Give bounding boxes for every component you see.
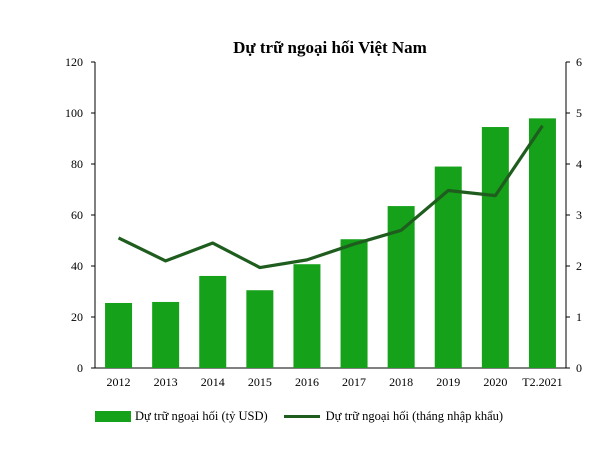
bar-2017 bbox=[340, 239, 368, 368]
x-axis-ticks: 2012 2013 2014 2015 2016 2017 2018 2019 2020 T2.2… bbox=[107, 375, 563, 389]
right-tick-label: 2 bbox=[576, 259, 582, 273]
legend-item-reserves-months: Dự trữ ngoại hối (tháng nhập khẩu) bbox=[283, 409, 504, 424]
left-tick-label: 100 bbox=[65, 106, 83, 120]
right-tick-label: 0 bbox=[576, 361, 582, 375]
bar-series bbox=[105, 118, 556, 369]
legend: Dự trữ ngoại hối (tỷ USD) Dự trữ ngoại h… bbox=[95, 409, 595, 424]
left-tick-label: 0 bbox=[77, 361, 83, 375]
chart-title: Dự trữ ngoại hối Việt Nam bbox=[233, 38, 427, 57]
x-tick-label: 2012 bbox=[107, 375, 131, 389]
line-series bbox=[117, 124, 544, 270]
bar-2016 bbox=[293, 264, 321, 368]
bar-2020 bbox=[481, 127, 509, 369]
x-tick-label: 2015 bbox=[248, 375, 272, 389]
left-tick-label: 80 bbox=[71, 157, 83, 171]
x-tick-label: 2020 bbox=[483, 375, 507, 389]
x-tick-label: 2013 bbox=[154, 375, 178, 389]
x-tick-label: 2017 bbox=[342, 375, 366, 389]
bar-T2.2021 bbox=[528, 118, 556, 368]
right-tick-label: 5 bbox=[576, 106, 582, 120]
right-tick-label: 1 bbox=[576, 310, 582, 324]
right-axis-ticks: 0 1 2 3 4 5 6 bbox=[566, 55, 582, 375]
right-tick-label: 6 bbox=[576, 55, 582, 69]
legend-label-reserves-usd: Dự trữ ngoại hối (tỷ USD) bbox=[135, 409, 268, 423]
bar-2012 bbox=[105, 302, 133, 368]
bar-2014 bbox=[199, 275, 227, 368]
left-tick-label: 40 bbox=[71, 259, 83, 273]
left-tick-label: 120 bbox=[65, 55, 83, 69]
right-tick-label: 3 bbox=[576, 208, 582, 222]
x-tick-label: 2016 bbox=[295, 375, 319, 389]
left-tick-label: 20 bbox=[71, 310, 83, 324]
x-tick-label: 2014 bbox=[201, 375, 225, 389]
bar-2013 bbox=[152, 301, 180, 368]
legend-item-reserves-usd: Dự trữ ngoại hối (tỷ USD) bbox=[95, 409, 268, 424]
right-tick-label: 4 bbox=[576, 157, 582, 171]
line-path bbox=[117, 124, 544, 270]
x-tick-label: 2019 bbox=[436, 375, 460, 389]
x-tick-label: 2018 bbox=[389, 375, 413, 389]
legend-bar-swatch bbox=[95, 411, 131, 422]
left-tick-label: 60 bbox=[71, 208, 83, 222]
x-tick-label: T2.2021 bbox=[522, 375, 562, 389]
legend-label-reserves-months: Dự trữ ngoại hối (tháng nhập khẩu) bbox=[325, 409, 504, 423]
bar-2015 bbox=[246, 290, 274, 368]
left-axis-ticks: 0 20 40 60 80 100 120 bbox=[65, 55, 95, 375]
legend-line-swatch bbox=[283, 415, 320, 418]
